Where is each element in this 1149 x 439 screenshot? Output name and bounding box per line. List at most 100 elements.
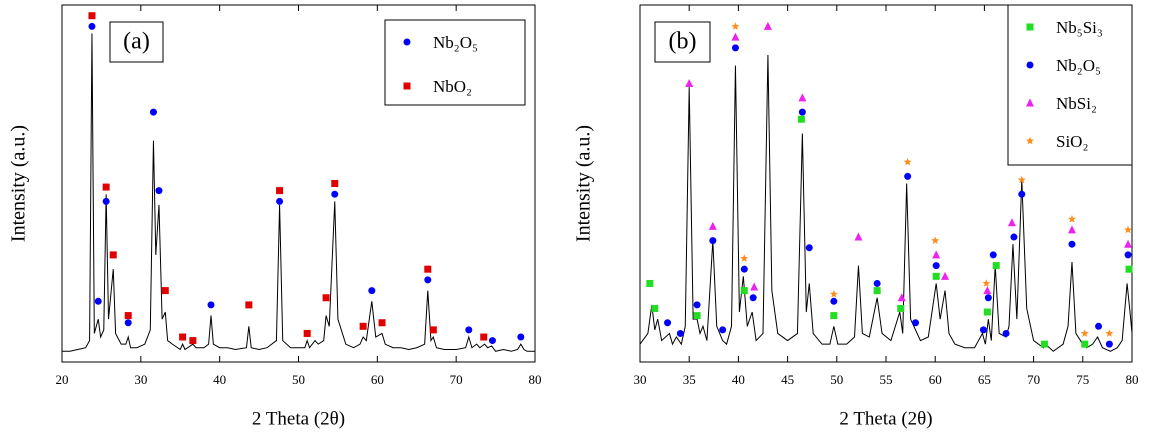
x-tick-label: 60 xyxy=(929,372,942,387)
marker xyxy=(903,157,912,166)
marker xyxy=(94,297,102,305)
marker xyxy=(983,308,991,316)
marker xyxy=(740,265,748,273)
marker xyxy=(1007,218,1016,227)
x-tick-label: 70 xyxy=(450,372,463,387)
marker xyxy=(331,190,339,198)
marker xyxy=(805,244,813,252)
legend-label: Nb₂O₅ xyxy=(433,33,478,52)
marker xyxy=(88,22,96,30)
marker xyxy=(276,197,284,205)
marker xyxy=(708,221,717,230)
x-tick-label: 30 xyxy=(634,372,647,387)
x-tick-label: 50 xyxy=(292,372,305,387)
marker xyxy=(992,262,1000,270)
marker xyxy=(189,337,197,345)
marker xyxy=(1017,175,1026,184)
x-tick-label: 30 xyxy=(134,372,147,387)
legend-label: Nb₂O₅ xyxy=(1056,56,1101,75)
x-tick-label: 20 xyxy=(56,372,69,387)
marker xyxy=(693,301,701,309)
marker xyxy=(88,12,96,20)
spectrum xyxy=(62,33,535,352)
marker xyxy=(424,265,432,273)
marker xyxy=(109,251,117,259)
x-tick-label: 35 xyxy=(683,372,696,387)
panel: 20 30 40 50 60 70 80 2 Theta (2θ) Intensity (a.u… xyxy=(8,4,542,429)
marker xyxy=(798,108,806,116)
marker xyxy=(517,333,525,341)
marker xyxy=(983,286,992,295)
marker xyxy=(731,22,740,30)
marker xyxy=(798,93,807,102)
marker xyxy=(124,319,132,327)
marker xyxy=(124,312,132,320)
marker xyxy=(480,333,488,341)
marker xyxy=(676,329,684,337)
marker xyxy=(897,304,905,312)
panel-label-box xyxy=(654,21,711,63)
marker xyxy=(424,276,432,284)
marker xyxy=(1081,340,1089,348)
marker xyxy=(161,287,169,295)
marker xyxy=(1124,251,1132,259)
x-axis-label: 2 Theta (2θ) xyxy=(839,408,932,429)
marker xyxy=(155,187,163,195)
marker xyxy=(829,289,838,298)
legend-marker xyxy=(1026,98,1034,107)
x-tick-label: 40 xyxy=(732,372,745,387)
spectrum xyxy=(639,54,1133,352)
marker xyxy=(359,322,367,330)
legend-marker xyxy=(403,82,411,90)
marker xyxy=(488,337,496,345)
marker xyxy=(731,32,740,41)
marker xyxy=(979,326,987,334)
marker xyxy=(873,279,881,287)
marker xyxy=(149,108,157,116)
x-tick-label: 50 xyxy=(830,372,843,387)
marker xyxy=(207,301,215,309)
panel-label-box xyxy=(109,21,164,63)
marker xyxy=(1018,190,1026,198)
marker xyxy=(1040,340,1048,348)
legend-marker xyxy=(1026,136,1034,145)
marker xyxy=(740,287,748,295)
marker xyxy=(709,237,717,245)
legend-label: Nb₅Si₃ xyxy=(1056,18,1103,37)
marker xyxy=(1095,322,1103,330)
marker xyxy=(830,297,838,305)
marker xyxy=(1105,329,1114,337)
legend-box xyxy=(1007,4,1133,166)
panel-label: (b) xyxy=(669,29,697,55)
marker xyxy=(651,304,659,312)
legend-marker xyxy=(1026,23,1034,31)
legend-label: NbO₂ xyxy=(433,77,472,96)
marker xyxy=(932,262,940,270)
marker xyxy=(731,44,739,52)
marker xyxy=(1068,240,1076,248)
marker xyxy=(1010,233,1018,241)
legend-marker xyxy=(403,38,411,46)
marker xyxy=(984,294,992,302)
marker xyxy=(750,282,759,291)
marker xyxy=(763,21,772,30)
marker xyxy=(429,326,437,334)
marker xyxy=(854,232,863,241)
marker xyxy=(1105,340,1113,348)
x-tick-label: 75 xyxy=(1076,372,1089,387)
legend-label: SiO₂ xyxy=(1056,132,1088,151)
marker xyxy=(331,180,339,187)
marker xyxy=(276,187,284,195)
marker xyxy=(1124,239,1133,248)
marker xyxy=(245,301,253,309)
x-tick-label: 80 xyxy=(529,372,542,387)
marker xyxy=(102,197,110,205)
marker xyxy=(932,250,941,259)
x-tick-label: 65 xyxy=(978,372,991,387)
panel: 30 35 40 45 50 55 60 65 70 75 80 2 Theta (2θ) Intens… xyxy=(573,4,1139,429)
x-tick-label: 80 xyxy=(1126,372,1139,387)
marker xyxy=(1125,265,1133,273)
x-axis-label: 2 Theta (2θ) xyxy=(252,408,345,429)
